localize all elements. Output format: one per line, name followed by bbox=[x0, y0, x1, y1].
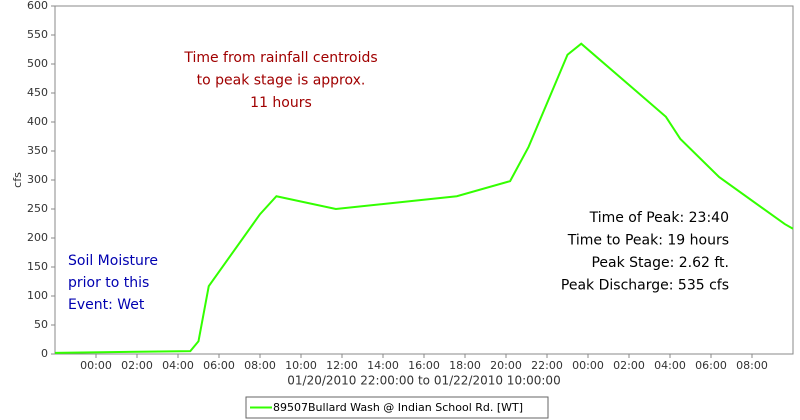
y-tick-label: 450 bbox=[27, 86, 48, 99]
y-tick-label: 300 bbox=[27, 173, 48, 186]
annotation: Time of Peak: 23:40 bbox=[589, 210, 729, 226]
annotation: prior to this bbox=[68, 275, 149, 291]
annotation: Peak Stage: 2.62 ft. bbox=[591, 255, 729, 271]
y-tick-label: 200 bbox=[27, 231, 48, 244]
legend bbox=[245, 396, 549, 419]
y-tick-label: 500 bbox=[27, 57, 48, 70]
y-tick-label: 550 bbox=[27, 28, 48, 41]
x-tick-label: 00:00 bbox=[572, 359, 604, 372]
x-tick-label: 04:00 bbox=[654, 359, 686, 372]
y-tick-label: 50 bbox=[34, 318, 48, 331]
annotation: Time to Peak: 19 hours bbox=[567, 233, 729, 249]
x-tick-label: 00:00 bbox=[80, 359, 112, 372]
plot-area bbox=[54, 5, 794, 355]
y-tick-label: 600 bbox=[27, 0, 48, 12]
annotation: Soil Moisture bbox=[68, 253, 158, 269]
annotation: Peak Discharge: 535 cfs bbox=[561, 278, 729, 294]
y-tick-label: 150 bbox=[27, 260, 48, 273]
y-tick-label: 400 bbox=[27, 115, 48, 128]
x-tick-label: 08:00 bbox=[736, 359, 768, 372]
x-tick-label: 08:00 bbox=[244, 359, 276, 372]
legend-label: 89507Bullard Wash @ Indian School Rd. [W… bbox=[273, 401, 523, 414]
annotation: Time from rainfall centroids bbox=[183, 50, 377, 66]
y-tick-label: 250 bbox=[27, 202, 48, 215]
y-tick-label: 350 bbox=[27, 144, 48, 157]
data-line bbox=[54, 42, 794, 354]
x-tick-label: 20:00 bbox=[490, 359, 522, 372]
x-tick-label: 02:00 bbox=[613, 359, 645, 372]
annotation: to peak stage is approx. bbox=[197, 73, 366, 89]
x-tick-label: 02:00 bbox=[121, 359, 153, 372]
y-tick-label: 0 bbox=[41, 347, 48, 360]
x-axis-label: 01/20/2010 22:00:00 to 01/22/2010 10:00:… bbox=[287, 374, 560, 388]
x-tick-label: 10:00 bbox=[285, 359, 317, 372]
annotation: 11 hours bbox=[250, 95, 312, 111]
y-axis-label: cfs bbox=[11, 172, 24, 188]
x-tick-label: 06:00 bbox=[695, 359, 727, 372]
x-tick-label: 12:00 bbox=[326, 359, 358, 372]
x-tick-label: 16:00 bbox=[408, 359, 440, 372]
x-tick-label: 18:00 bbox=[449, 359, 481, 372]
x-tick-label: 14:00 bbox=[367, 359, 399, 372]
x-tick-label: 04:00 bbox=[162, 359, 194, 372]
x-tick-label: 22:00 bbox=[531, 359, 563, 372]
annotation: Event: Wet bbox=[68, 297, 145, 313]
x-tick-label: 06:00 bbox=[203, 359, 235, 372]
y-tick-label: 100 bbox=[27, 289, 48, 302]
